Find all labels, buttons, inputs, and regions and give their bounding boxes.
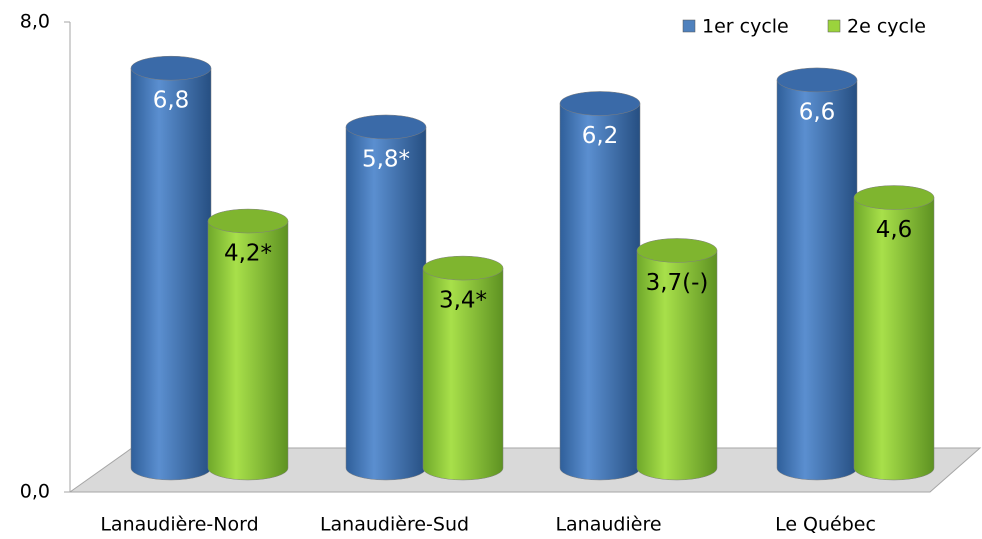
bar-part	[130, 55, 212, 81]
data-label: 4,2*	[224, 241, 272, 267]
bar	[776, 67, 858, 481]
bar	[559, 91, 641, 481]
floor	[68, 447, 982, 493]
bar	[207, 208, 289, 481]
bar	[422, 255, 504, 481]
bar-part	[422, 255, 504, 281]
bar-part	[636, 238, 718, 263]
bar-part	[853, 185, 935, 210]
bar-part	[207, 208, 289, 234]
x-tick-label: Lanaudière-Nord	[100, 514, 258, 536]
data-label: 5,8*	[362, 146, 410, 172]
bar-part	[345, 114, 427, 140]
bar-part	[776, 79, 858, 481]
bar	[130, 55, 212, 481]
data-label: 4,6	[876, 217, 913, 243]
bar-part	[207, 220, 289, 481]
bar-part	[559, 103, 641, 481]
legend-swatch	[682, 19, 696, 33]
bar-part	[345, 126, 427, 481]
x-tick-label: Lanaudière-Sud	[320, 514, 469, 536]
data-label: 6,6	[799, 99, 836, 125]
data-label: 6,8	[153, 88, 190, 114]
x-tick-label: Lanaudière	[555, 514, 661, 536]
bar-part	[636, 250, 718, 481]
y-tick-label: 0,0	[20, 481, 50, 503]
bar	[345, 114, 427, 481]
bar	[853, 185, 935, 481]
bar-part	[559, 91, 641, 116]
bar-part	[130, 67, 212, 481]
data-label: 3,7(-)	[646, 270, 709, 296]
legend-label: 2e cycle	[847, 16, 926, 38]
legend-swatch	[827, 19, 841, 33]
data-label: 6,2	[582, 123, 619, 149]
y-tick-label: 8,0	[20, 11, 50, 33]
data-label: 3,4*	[439, 288, 487, 314]
bar-part	[853, 197, 935, 481]
legend-label: 1er cycle	[702, 16, 789, 38]
bar-part	[422, 267, 504, 481]
bar-part	[776, 67, 858, 93]
x-tick-label: Le Québec	[775, 514, 876, 536]
bar	[636, 238, 718, 481]
